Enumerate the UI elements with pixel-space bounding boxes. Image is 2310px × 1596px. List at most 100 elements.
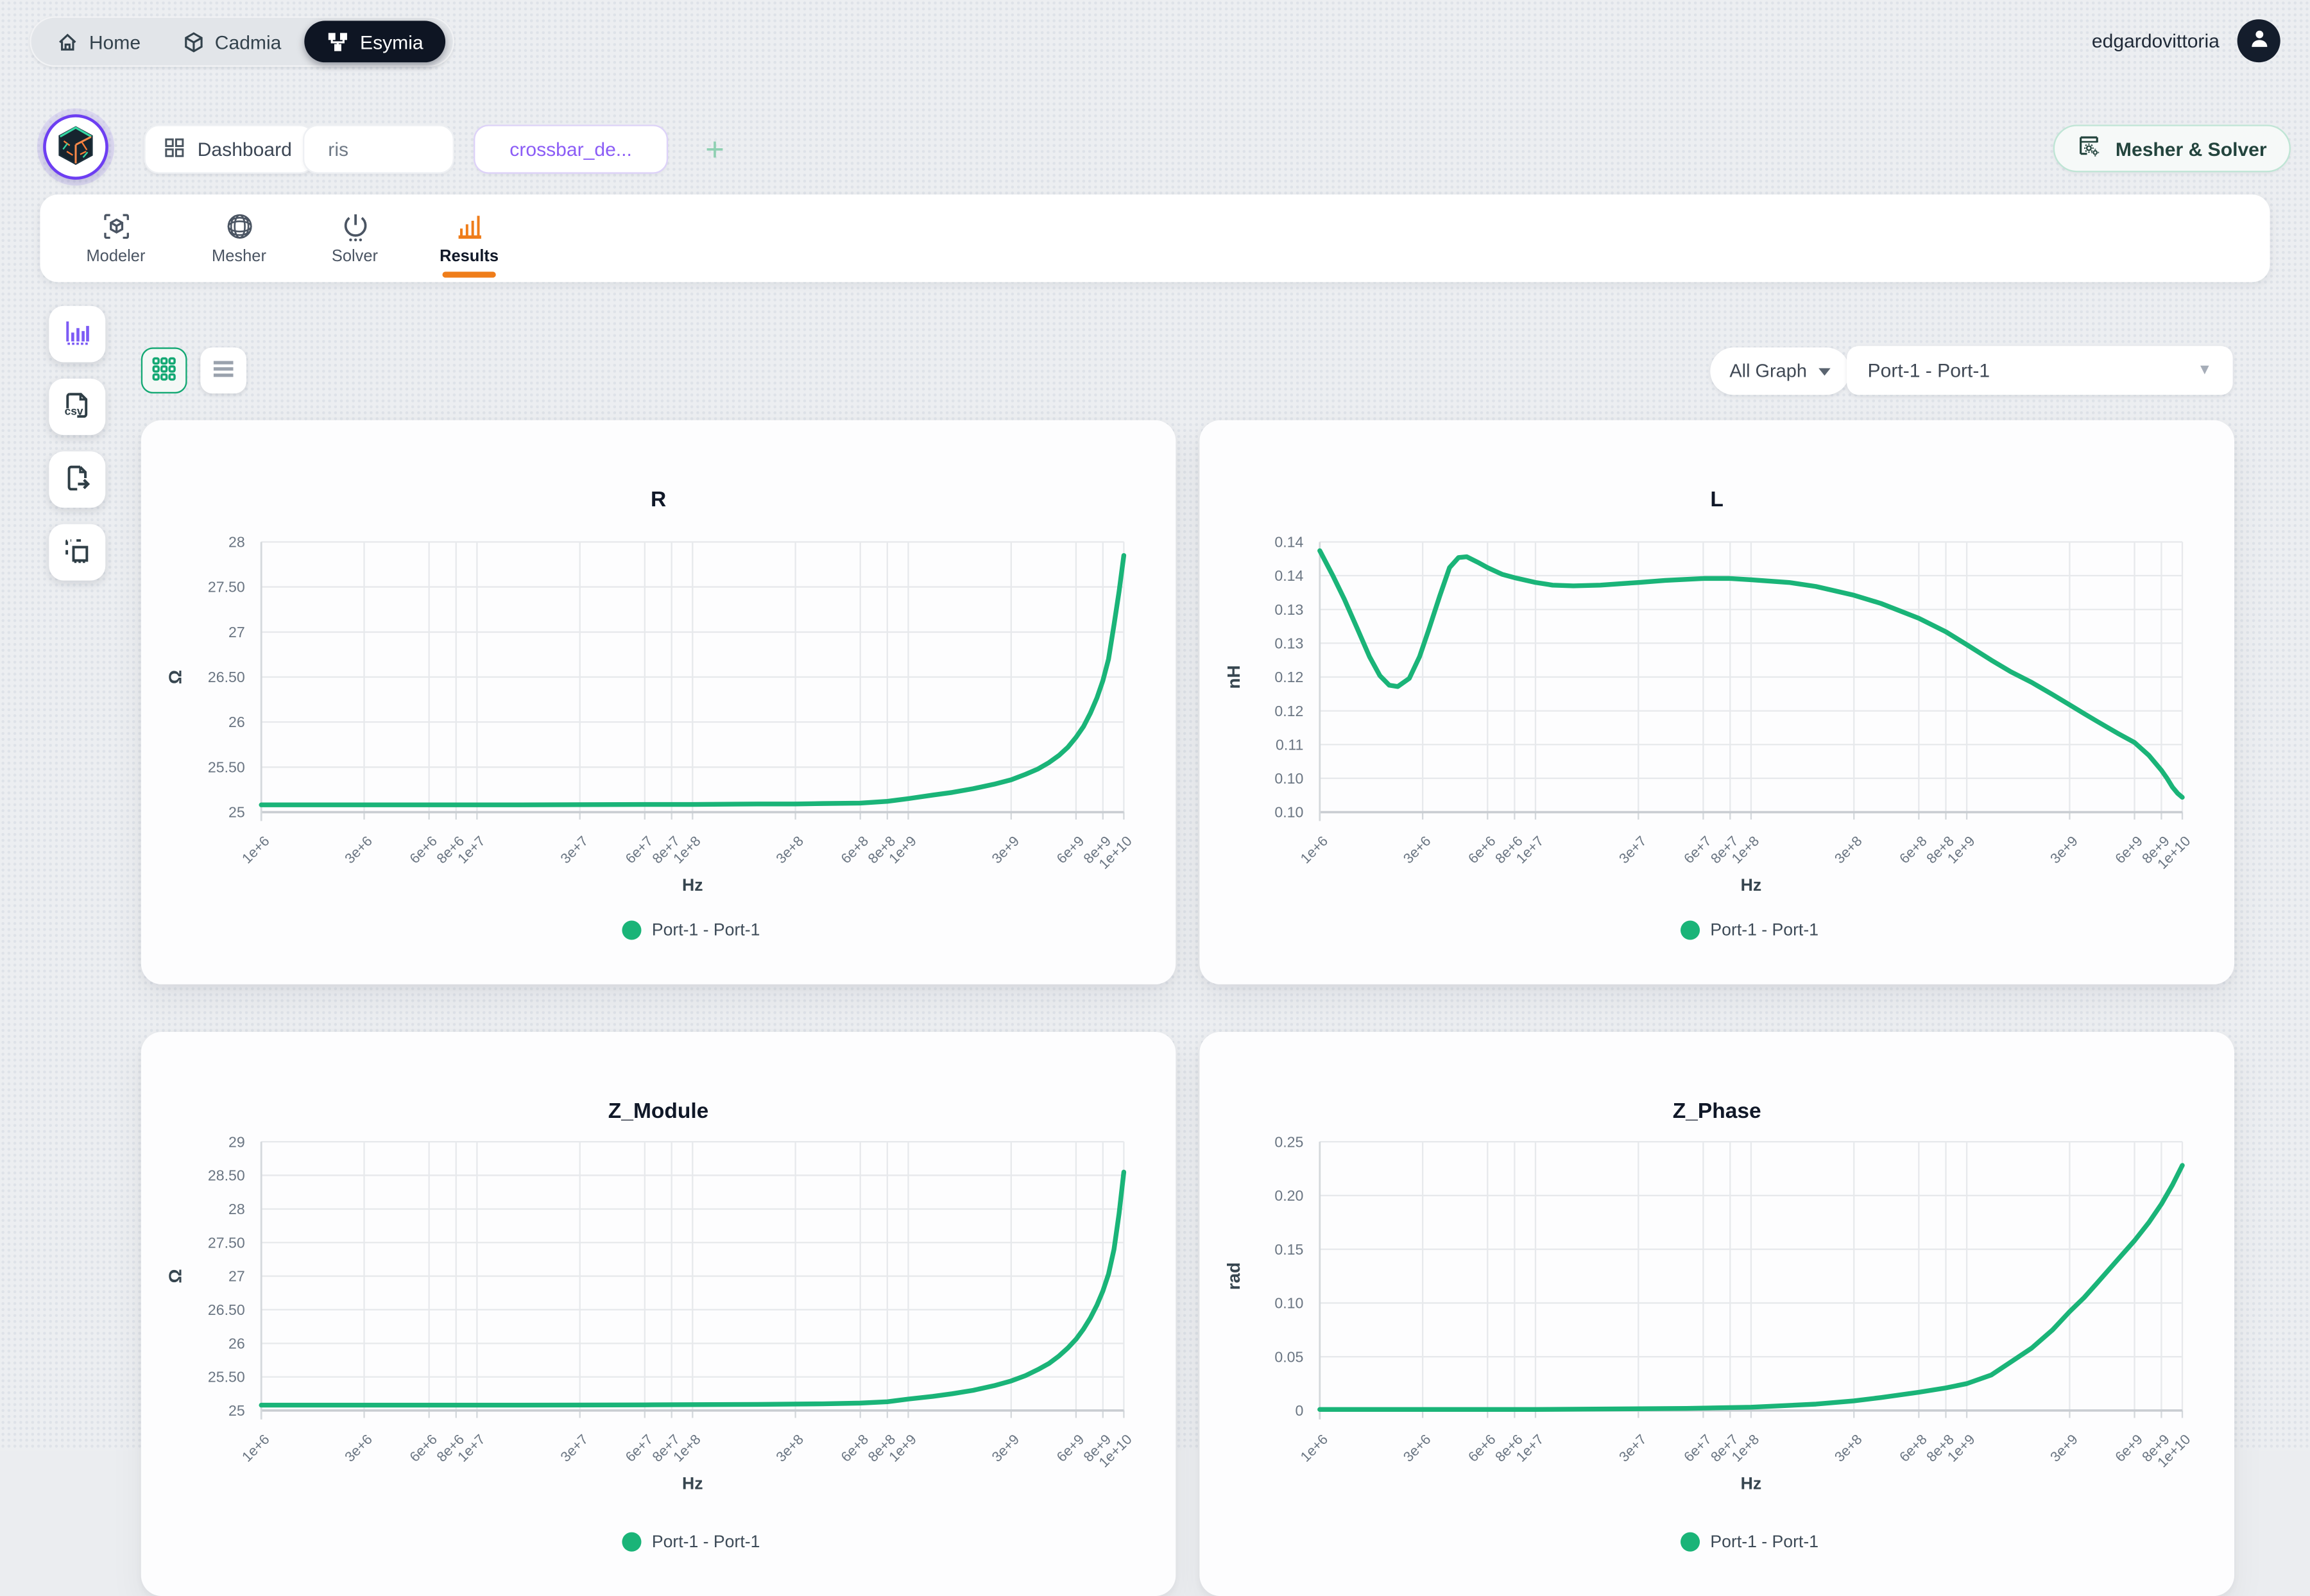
svg-text:3e+7: 3e+7: [1616, 1431, 1650, 1465]
svg-text:3e+6: 3e+6: [1400, 833, 1434, 867]
svg-text:27.50: 27.50: [208, 579, 245, 596]
add-project-tab-button[interactable]: +: [690, 124, 739, 173]
chart-panel-z-phase: Z_Phase 1e+6 3e+6 6e+6 8e+6 1e+7 3e+7 6e+7 8e+7…: [1199, 1031, 2234, 1596]
nav-item-cadmia[interactable]: Cadmia: [161, 16, 302, 67]
grid-view-icon: [151, 356, 176, 385]
legend-label: Port-1 - Port-1: [1710, 921, 1819, 940]
svg-text:6e+9: 6e+9: [1054, 833, 1088, 867]
svg-text:3e+7: 3e+7: [1616, 833, 1650, 867]
grid-view-toggle[interactable]: [141, 347, 187, 394]
tab-results[interactable]: Results: [422, 198, 517, 279]
svg-text:3e+8: 3e+8: [773, 1431, 807, 1465]
sidebar-chart-results-button[interactable]: [49, 305, 106, 363]
svg-text:6e+9: 6e+9: [2112, 833, 2146, 867]
tab-mesher[interactable]: Mesher: [191, 198, 286, 279]
chart-legend[interactable]: Port-1 - Port-1: [1232, 920, 2267, 940]
app-logo[interactable]: [43, 114, 108, 180]
chart-legend[interactable]: Port-1 - Port-1: [1232, 1532, 2267, 1552]
export-file-icon: [61, 461, 94, 498]
tab-modeler[interactable]: Modeler: [68, 198, 163, 279]
svg-text:0.14: 0.14: [1274, 567, 1303, 584]
tab-label: Solver: [331, 248, 379, 266]
svg-text:27: 27: [228, 1268, 245, 1285]
port-selector-dropdown[interactable]: Port-1 - Port-1 ▼: [1847, 346, 2233, 395]
list-view-icon: [211, 356, 236, 385]
mesher-solver-button[interactable]: Mesher & Solver: [2053, 124, 2291, 173]
svg-text:6e+8: 6e+8: [1896, 1431, 1930, 1465]
sidebar-screenshot-button[interactable]: [49, 524, 106, 581]
svg-text:Hz: Hz: [682, 875, 703, 895]
svg-text:26.50: 26.50: [208, 669, 245, 685]
tab-solver[interactable]: Solver: [307, 198, 402, 279]
tab-label: Modeler: [86, 248, 146, 266]
chart-legend[interactable]: Port-1 - Port-1: [174, 920, 1209, 940]
username: edgardovittoria: [2091, 30, 2220, 52]
svg-text:6e+6: 6e+6: [406, 1431, 440, 1465]
bar-chart-icon: [454, 211, 485, 243]
sidebar-export-touchstone-button[interactable]: [49, 451, 106, 508]
graph-filter-dropdown[interactable]: All Graph: [1710, 347, 1851, 395]
legend-label: Port-1 - Port-1: [651, 1532, 760, 1551]
chevron-down-icon: [1818, 367, 1831, 375]
mesh-sphere-icon: [223, 211, 255, 243]
svg-text:3e+6: 3e+6: [341, 833, 375, 867]
plus-icon: +: [705, 130, 724, 167]
power-icon: [339, 211, 371, 243]
svg-text:1e+6: 1e+6: [239, 833, 273, 867]
chart-title: L: [1710, 488, 1724, 513]
svg-text:0.10: 0.10: [1274, 804, 1303, 821]
svg-text:0.20: 0.20: [1274, 1187, 1303, 1204]
chart-plot-z-module[interactable]: 1e+6 3e+6 6e+68e+61e+7 3e+7 6e+78e+71e+8 3e+8…: [141, 1032, 1176, 1596]
modeler-scan-cube-icon: [100, 211, 132, 243]
svg-text:1e+6: 1e+6: [1297, 833, 1331, 867]
nav-item-home[interactable]: Home: [36, 16, 162, 67]
nav-item-esymia[interactable]: Esymia: [305, 21, 446, 63]
sidebar-export-csv-button[interactable]: csv: [49, 378, 106, 435]
svg-text:6e+6: 6e+6: [1465, 833, 1499, 867]
tab-label: Mesher: [212, 248, 266, 266]
legend-marker-icon: [1681, 1532, 1700, 1552]
svg-text:0.13: 0.13: [1274, 635, 1303, 651]
svg-text:Hz: Hz: [1741, 875, 1762, 895]
svg-text:0.10: 0.10: [1274, 1295, 1303, 1312]
svg-text:0.12: 0.12: [1274, 669, 1303, 685]
svg-text:nH: nH: [1224, 665, 1244, 689]
chart-panel-l: L 1e+6 3e+6 6e+6 8e+6 1e+7 3e+7 6e+7 8e+7 1e+8 3e…: [1199, 420, 2234, 984]
svg-text:25: 25: [228, 804, 245, 821]
person-icon: [2247, 27, 2271, 55]
svg-text:Ω: Ω: [165, 1269, 185, 1283]
legend-label: Port-1 - Port-1: [1710, 1532, 1819, 1551]
svg-text:6e+6: 6e+6: [406, 833, 440, 867]
svg-text:6e+6: 6e+6: [1465, 1431, 1499, 1465]
graph-filter-label: All Graph: [1729, 361, 1807, 382]
svg-text:28.50: 28.50: [208, 1167, 245, 1184]
svg-text:0: 0: [1295, 1402, 1303, 1419]
user-avatar[interactable]: [2237, 19, 2280, 63]
app-cube-logo-icon: [53, 123, 98, 171]
svg-text:6e+8: 6e+8: [837, 1431, 871, 1465]
workflow-icon: [327, 30, 350, 53]
chart-plot-r[interactable]: 1e+6 3e+6 6e+68e+61e+7 3e+7 6e+78e+71e+8 3e+8…: [141, 420, 1176, 984]
nav-item-label: Cadmia: [214, 30, 282, 53]
chart-plot-l[interactable]: 1e+6 3e+6 6e+68e+61e+7 3e+7 6e+78e+71e+8 3e+8…: [1199, 420, 2234, 984]
module-tab-strip: Modeler Mesher Solver: [40, 194, 2270, 282]
project-tab-ris[interactable]: ris: [302, 124, 454, 174]
mesher-solver-icon: [2077, 133, 2102, 163]
svg-text:csv: csv: [65, 404, 83, 417]
active-tab-underline: [442, 271, 496, 278]
list-view-toggle[interactable]: [200, 347, 247, 394]
svg-text:3e+8: 3e+8: [773, 833, 807, 867]
svg-text:rad: rad: [1224, 1262, 1244, 1290]
chart-plot-z-phase[interactable]: 1e+6 3e+6 6e+68e+61e+7 3e+7 6e+78e+71e+8 3e+8…: [1199, 1032, 2234, 1596]
svg-text:Ω: Ω: [165, 670, 185, 684]
user-area: edgardovittoria: [2091, 19, 2280, 63]
svg-text:0.14: 0.14: [1274, 534, 1303, 551]
chart-panel-r: R 1e+6 3e+6 6e+6 8e+6 1e+7 3e+7 6e+7 8e+7 1e+8 3e…: [141, 420, 1176, 984]
dashboard-button[interactable]: Dashboard: [144, 124, 314, 174]
chart-legend[interactable]: Port-1 - Port-1: [174, 1532, 1209, 1552]
screenshot-icon: [61, 534, 94, 571]
svg-text:28: 28: [228, 1201, 245, 1217]
project-tab-crossbar[interactable]: crossbar_de...: [474, 124, 669, 174]
chart-panel-z-module: Z_Module 1e+6 3e+6 6e+6 8e+6 1e+7 3e+7 6e+7 8e+…: [141, 1031, 1176, 1596]
